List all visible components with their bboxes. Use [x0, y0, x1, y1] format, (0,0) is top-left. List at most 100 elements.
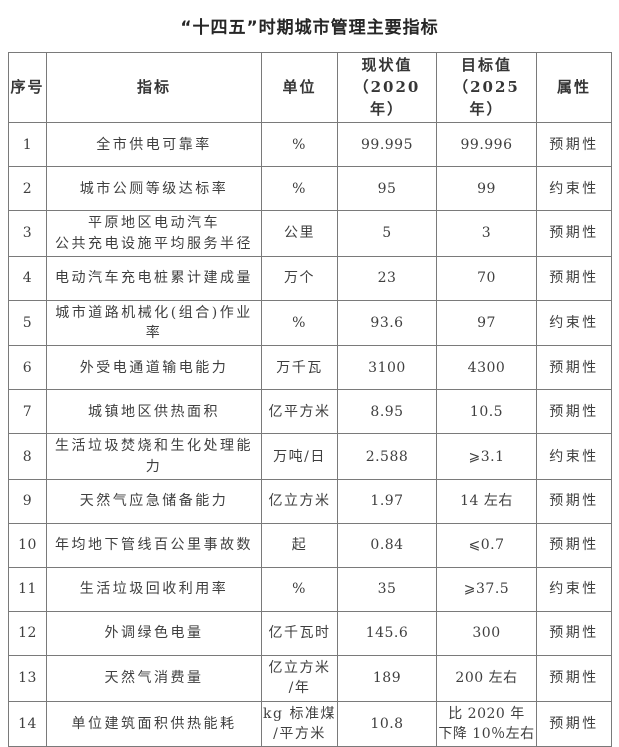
cell-unit: 亿立方米 [261, 479, 338, 525]
table-row: 4 电动汽车充电桩累计建成量 万个 23 70 预期性 [8, 255, 612, 301]
cell-current: 35 [337, 567, 437, 613]
cell-unit: % [261, 567, 338, 613]
cell-current: 8.95 [337, 389, 437, 435]
cell-indicator: 全市供电可靠率 [46, 122, 262, 168]
cell-current: 189 [337, 655, 437, 702]
col-header-seq: 序号 [8, 51, 47, 124]
table-row: 1 全市供电可靠率 % 99.995 99.996 预期性 [8, 122, 612, 168]
cell-seq: 5 [8, 299, 47, 347]
cell-indicator: 天然气消费量 [46, 655, 262, 702]
cell-unit: 公里 [261, 210, 338, 257]
cell-indicator: 城市道路机械化(组合)作业率 [46, 299, 262, 347]
cell-indicator: 天然气应急储备能力 [46, 479, 262, 525]
cell-current: 5 [337, 210, 437, 257]
table-row: 13 天然气消费量 亿立方米 /年 189 200 左右 预期性 [8, 655, 612, 702]
cell-seq: 12 [8, 611, 47, 657]
cell-seq: 6 [8, 345, 47, 391]
table-row: 10 年均地下管线百公里事故数 起 0.84 ⩽0.7 预期性 [8, 523, 612, 569]
col-header-unit: 单位 [261, 51, 338, 124]
cell-attribute: 约束性 [536, 166, 612, 212]
cell-current: 0.84 [337, 523, 437, 569]
cell-current: 99.995 [337, 122, 437, 168]
cell-attribute: 预期性 [536, 210, 612, 257]
table-header: 序号 指标 单位 现状值 （2020 年） 目标值 （2025 年） 属性 [8, 51, 612, 124]
cell-seq: 1 [8, 122, 47, 168]
cell-unit: % [261, 166, 338, 212]
table-row: 7 城镇地区供热面积 亿平方米 8.95 10.5 预期性 [8, 389, 612, 435]
cell-seq: 4 [8, 255, 47, 301]
cell-seq: 2 [8, 166, 47, 212]
cell-target: ⩾37.5 [436, 567, 537, 613]
cell-seq: 3 [8, 210, 47, 257]
cell-target: 200 左右 [436, 655, 537, 702]
cell-unit: 亿千瓦时 [261, 611, 338, 657]
cell-target: 99.996 [436, 122, 537, 168]
cell-attribute: 预期性 [536, 523, 612, 569]
cell-indicator: 外受电通道输电能力 [46, 345, 262, 391]
cell-unit: % [261, 122, 338, 168]
cell-indicator: 年均地下管线百公里事故数 [46, 523, 262, 569]
cell-current: 2.588 [337, 433, 437, 481]
table-row: 12 外调绿色电量 亿千瓦时 145.6 300 预期性 [8, 611, 612, 657]
cell-current: 95 [337, 166, 437, 212]
cell-attribute: 预期性 [536, 655, 612, 702]
cell-current: 1.97 [337, 479, 437, 525]
cell-target: 99 [436, 166, 537, 212]
table-row: 9 天然气应急储备能力 亿立方米 1.97 14 左右 预期性 [8, 479, 612, 525]
cell-target: ⩽0.7 [436, 523, 537, 569]
col-header-current: 现状值 （2020 年） [337, 51, 437, 124]
cell-target: 300 [436, 611, 537, 657]
cell-unit: 万个 [261, 255, 338, 301]
cell-current: 10.8 [337, 700, 437, 747]
cell-indicator: 外调绿色电量 [46, 611, 262, 657]
table-row: 14 单位建筑面积供热能耗 kg 标准煤 /平方米 10.8 比 2020 年 … [8, 700, 612, 747]
table-row: 3 平原地区电动汽车 公共充电设施平均服务半径 公里 5 3 预期性 [8, 210, 612, 257]
cell-attribute: 预期性 [536, 700, 612, 747]
cell-target: 4300 [436, 345, 537, 391]
cell-seq: 9 [8, 479, 47, 525]
cell-indicator: 城镇地区供热面积 [46, 389, 262, 435]
col-header-target: 目标值 （2025 年） [436, 51, 537, 124]
cell-seq: 7 [8, 389, 47, 435]
cell-indicator: 电动汽车充电桩累计建成量 [46, 255, 262, 301]
cell-attribute: 约束性 [536, 433, 612, 481]
cell-indicator: 生活垃圾回收利用率 [46, 567, 262, 613]
cell-current: 23 [337, 255, 437, 301]
cell-indicator: 平原地区电动汽车 公共充电设施平均服务半径 [46, 210, 262, 257]
cell-attribute: 预期性 [536, 389, 612, 435]
cell-unit: 万吨/日 [261, 433, 338, 481]
cell-unit: 起 [261, 523, 338, 569]
table-row: 5 城市道路机械化(组合)作业率 % 93.6 97 约束性 [8, 299, 612, 347]
col-header-attribute: 属性 [536, 51, 612, 124]
cell-current: 93.6 [337, 299, 437, 347]
page-title: “十四五”时期城市管理主要指标 [180, 18, 439, 38]
cell-current: 3100 [337, 345, 437, 391]
table-row: 8 生活垃圾焚烧和生化处理能力 万吨/日 2.588 ⩾3.1 约束性 [8, 433, 612, 481]
cell-attribute: 预期性 [536, 122, 612, 168]
cell-attribute: 预期性 [536, 479, 612, 525]
table-body: 1 全市供电可靠率 % 99.995 99.996 预期性 2 城市公厕等级达标… [8, 122, 612, 747]
table-row: 11 生活垃圾回收利用率 % 35 ⩾37.5 约束性 [8, 567, 612, 613]
cell-seq: 10 [8, 523, 47, 569]
cell-attribute: 预期性 [536, 345, 612, 391]
cell-target: 10.5 [436, 389, 537, 435]
cell-current: 145.6 [337, 611, 437, 657]
cell-attribute: 预期性 [536, 611, 612, 657]
table-row: 2 城市公厕等级达标率 % 95 99 约束性 [8, 166, 612, 212]
cell-unit: kg 标准煤 /平方米 [261, 700, 338, 747]
cell-seq: 11 [8, 567, 47, 613]
cell-attribute: 约束性 [536, 567, 612, 613]
cell-attribute: 约束性 [536, 299, 612, 347]
cell-seq: 14 [8, 700, 47, 747]
cell-target: 14 左右 [436, 479, 537, 525]
cell-seq: 8 [8, 433, 47, 481]
col-header-indicator: 指标 [46, 51, 262, 124]
cell-unit: 万千瓦 [261, 345, 338, 391]
cell-unit: % [261, 299, 338, 347]
table-row: 6 外受电通道输电能力 万千瓦 3100 4300 预期性 [8, 345, 612, 391]
cell-seq: 13 [8, 655, 47, 702]
cell-unit: 亿立方米 /年 [261, 655, 338, 702]
table-header-row: 序号 指标 单位 现状值 （2020 年） 目标值 （2025 年） 属性 [8, 51, 612, 124]
cell-indicator: 单位建筑面积供热能耗 [46, 700, 262, 747]
cell-target: ⩾3.1 [436, 433, 537, 481]
